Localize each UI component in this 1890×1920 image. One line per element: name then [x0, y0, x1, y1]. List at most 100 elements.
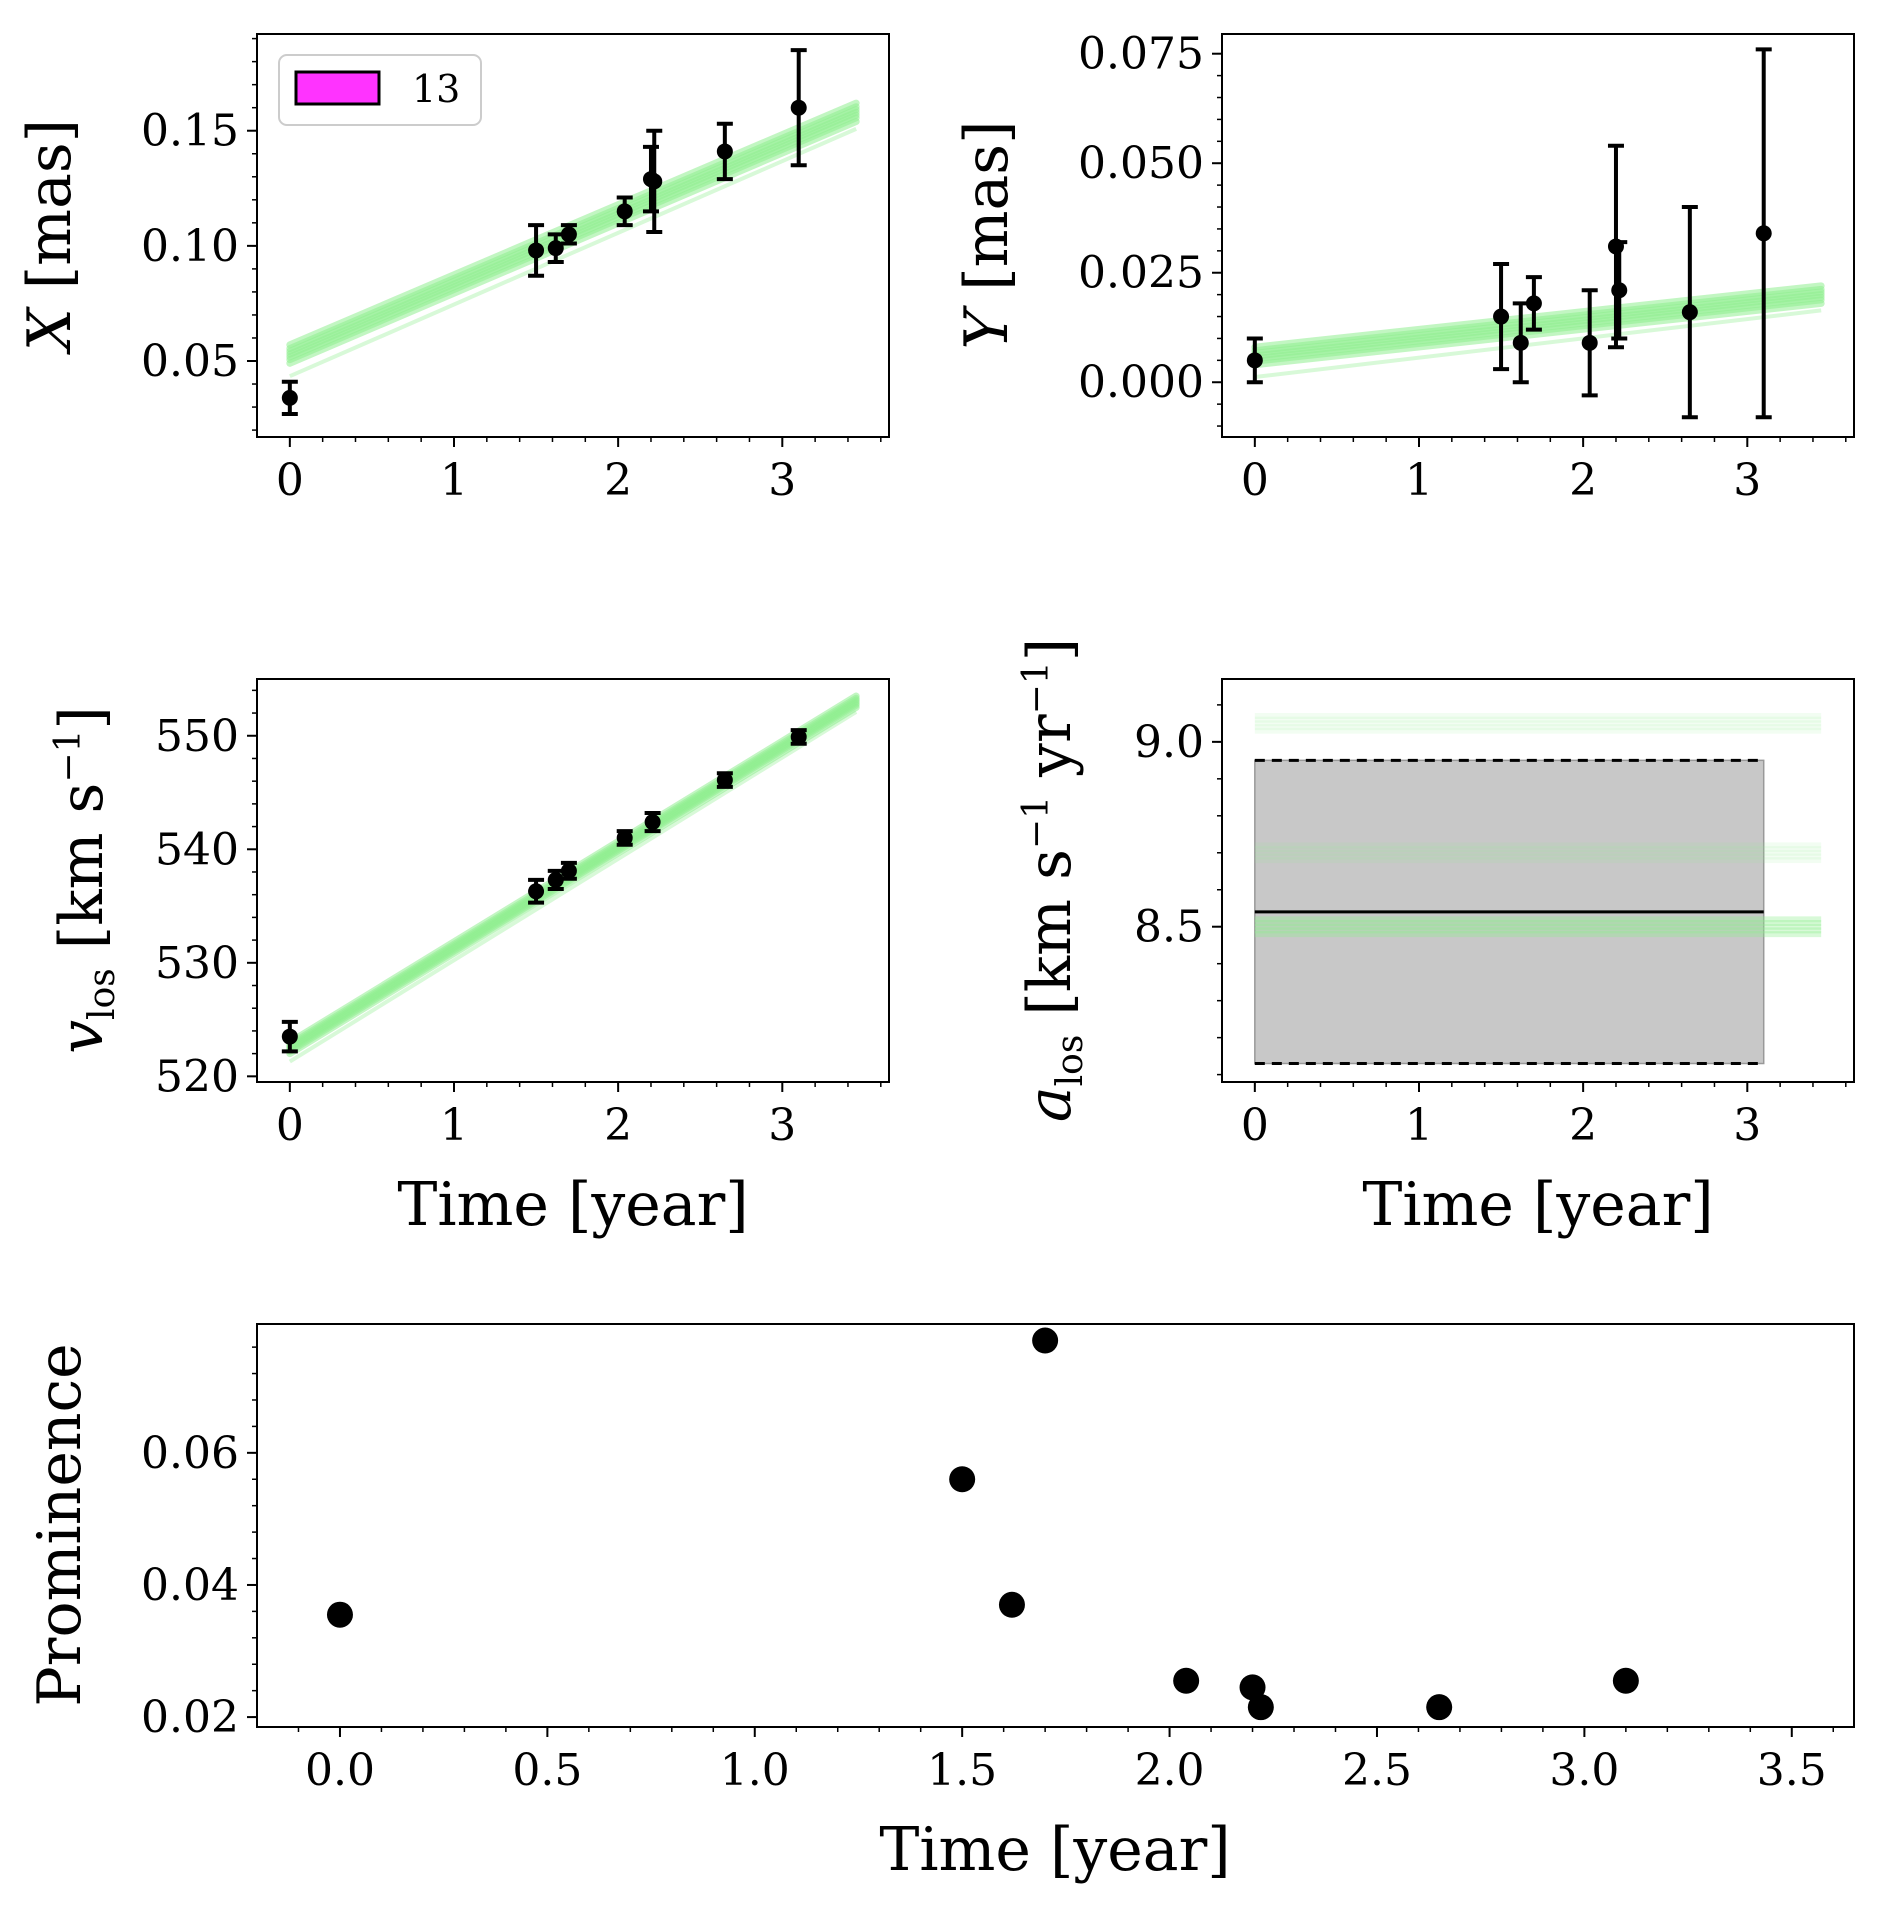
x-tick-label: 2: [604, 1100, 632, 1151]
x-tick-label: 2.0: [1135, 1745, 1205, 1796]
y-tick-label: 0.025: [1078, 248, 1204, 299]
data-point: [1032, 1327, 1059, 1354]
x-tick-label: 1.5: [927, 1745, 997, 1796]
data-point: [790, 728, 807, 745]
x-tick-label: 0: [276, 1100, 304, 1151]
data-point: [716, 143, 733, 160]
y-axis-label: Prominence: [25, 1343, 95, 1706]
plot-marks: [281, 692, 860, 1064]
data-point: [547, 240, 564, 257]
plot-marks: [1254, 712, 1822, 1066]
plot-frame: [1221, 678, 1855, 1083]
data-point: [560, 226, 577, 243]
data-point: [1173, 1667, 1200, 1694]
model-sample-line: [1254, 308, 1822, 379]
y-axis-label: alos [km s−1 yr−1]: [1015, 638, 1091, 1122]
x-tick-label: 1.0: [720, 1745, 790, 1796]
data-point: [1681, 304, 1698, 321]
data-point: [1611, 282, 1628, 299]
y-axis-label: Y [mas]: [952, 121, 1022, 350]
y-tick-label: 530: [155, 938, 239, 989]
y-tick-label: 0.000: [1078, 357, 1204, 408]
x-tick-label: 1: [1405, 455, 1433, 506]
x-tick-label: 1: [440, 1100, 468, 1151]
legend: 13: [278, 54, 482, 126]
data-point: [326, 1601, 353, 1628]
y-tick-label: 0.04: [141, 1560, 239, 1611]
y-tick-label: 8.5: [1134, 902, 1204, 953]
plot-frame: [256, 33, 890, 438]
data-point: [528, 242, 545, 259]
y-axis-label: X [mas]: [15, 119, 85, 355]
x-tick-label: 3: [1733, 455, 1761, 506]
panel-y-position: 0 1 2 3 0.000 0.025 0.050 0.075 Y [mas]: [952, 29, 1855, 506]
panel-alos: 0 1 2 3 8.5 9.0 alos [km s−1 yr−1] Time [year…: [1015, 638, 1855, 1240]
data-point: [1755, 225, 1772, 242]
x-tick-label: 1: [1405, 1100, 1433, 1151]
plot-marks: [326, 1327, 1639, 1721]
y-tick-label: 540: [155, 824, 239, 875]
x-tick-label: 3.5: [1757, 1745, 1827, 1796]
x-tick-label: 0: [1241, 1100, 1269, 1151]
data-point: [949, 1466, 976, 1493]
y-tick-label: 520: [155, 1051, 239, 1102]
legend-label: 13: [412, 67, 460, 111]
y-tick-label: 0.10: [141, 221, 239, 272]
data-point: [1239, 1674, 1266, 1701]
x-tick-label: 0: [1241, 455, 1269, 506]
data-point: [998, 1591, 1025, 1618]
data-point: [1493, 308, 1510, 325]
legend-patch: [294, 70, 381, 106]
panel-x-position: 0 1 2 3 0.05 0.10 0.15 X [mas] 13: [15, 33, 890, 506]
data-point: [1246, 352, 1263, 369]
x-axis-label: Time [year]: [397, 1170, 748, 1240]
panel-vlos: 0 1 2 3 520 530 540 550 vlos [km s−1] Time [yea…: [47, 678, 890, 1240]
data-point: [281, 389, 298, 406]
data-point: [1426, 1694, 1453, 1721]
x-tick-label: 2.5: [1342, 1745, 1412, 1796]
plot-frame: [1221, 33, 1855, 438]
x-axis-label: Time [year]: [879, 1815, 1230, 1885]
data-point: [528, 883, 545, 900]
y-tick-label: 0.050: [1078, 138, 1204, 189]
x-tick-label: 2: [604, 455, 632, 506]
y-tick-label: 550: [155, 711, 239, 762]
data-point: [560, 862, 577, 879]
model-band-line: [1251, 282, 1825, 351]
x-tick-label: 3: [768, 455, 796, 506]
y-axis-label: vlos [km s−1]: [47, 706, 123, 1054]
y-tick-label: 9.0: [1134, 717, 1204, 768]
data-point: [1525, 295, 1542, 312]
data-point: [644, 814, 661, 831]
data-point: [1581, 334, 1598, 351]
data-point: [616, 203, 633, 220]
plot-frame: [256, 678, 890, 1083]
y-tick-label: 0.075: [1078, 29, 1204, 80]
y-tick-label: 0.06: [141, 1428, 239, 1479]
panel-prominence: 0.0 0.5 1.0 1.5 2.0 2.5 3.0 3.5 0.02 0.04 0.06 Pro…: [25, 1323, 1855, 1885]
x-tick-label: 0: [276, 455, 304, 506]
y-tick-label: 0.15: [141, 106, 239, 157]
x-tick-label: 1: [440, 455, 468, 506]
x-tick-label: 3: [768, 1100, 796, 1151]
x-tick-label: 3: [1733, 1100, 1761, 1151]
x-tick-label: 2: [1569, 455, 1597, 506]
data-point: [1512, 334, 1529, 351]
axis-ticks: 0 1 2 3 520 530 540 550: [155, 689, 882, 1151]
data-point: [1247, 1694, 1274, 1721]
plot-marks: [281, 48, 860, 416]
plot-marks: [1246, 47, 1825, 420]
model-sample-line: [289, 127, 857, 379]
axis-ticks: 0.0 0.5 1.0 1.5 2.0 2.5 3.0 3.5 0.02 0.04 0.06: [141, 1346, 1835, 1796]
data-point: [1612, 1667, 1639, 1694]
model-sample-line: [288, 710, 858, 1064]
x-tick-label: 3.0: [1549, 1745, 1619, 1796]
x-axis-label: Time [year]: [1362, 1170, 1713, 1240]
data-point: [716, 772, 733, 789]
x-tick-label: 0.0: [305, 1745, 375, 1796]
x-tick-label: 2: [1569, 1100, 1597, 1151]
plot-frame: [256, 1323, 1855, 1728]
axis-ticks: 0 1 2 3 0.000 0.025 0.050 0.075: [1078, 29, 1847, 506]
data-point: [281, 1028, 298, 1045]
